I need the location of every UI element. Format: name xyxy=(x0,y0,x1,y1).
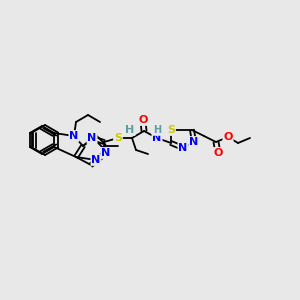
Text: O: O xyxy=(138,115,148,125)
Text: N: N xyxy=(87,133,97,143)
Text: N: N xyxy=(69,131,79,141)
Text: O: O xyxy=(213,148,223,158)
Text: N: N xyxy=(101,148,111,158)
Text: S: S xyxy=(114,133,122,143)
Text: N: N xyxy=(178,143,188,153)
Text: N: N xyxy=(189,137,199,147)
Text: H: H xyxy=(153,125,161,135)
Text: N: N xyxy=(152,133,162,143)
Text: O: O xyxy=(223,132,233,142)
Text: H: H xyxy=(125,125,135,135)
Text: N: N xyxy=(92,155,100,165)
Text: S: S xyxy=(167,125,175,135)
